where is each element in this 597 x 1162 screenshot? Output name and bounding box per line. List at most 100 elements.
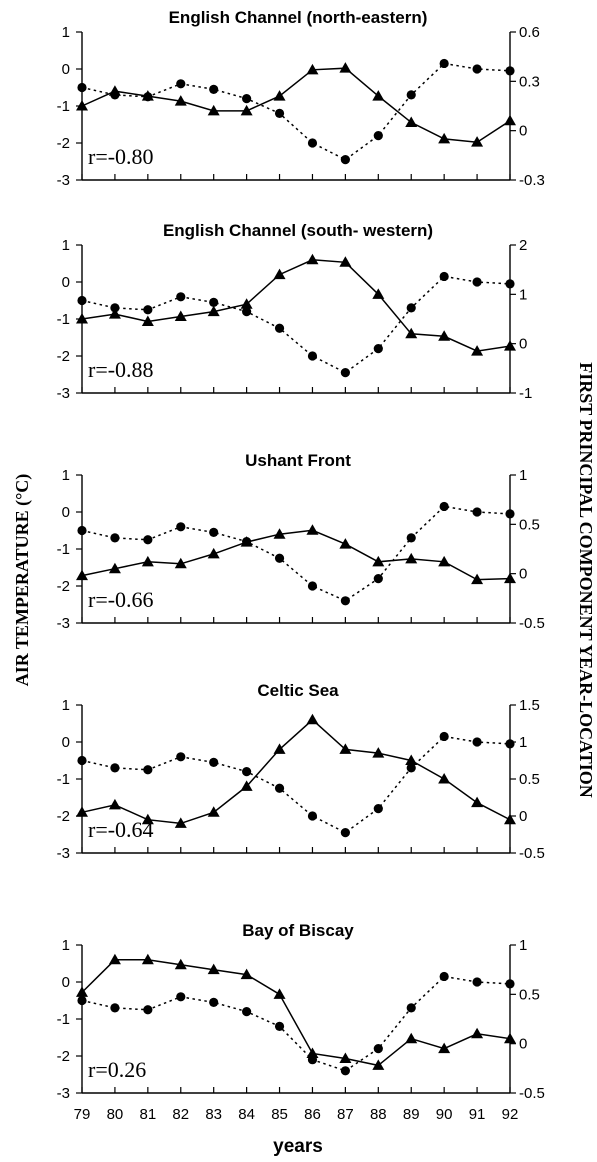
air-temperature-point (77, 295, 87, 306)
x-tick-label: 80 (107, 1106, 124, 1123)
air-temperature-point (373, 574, 383, 584)
principal-component-point (306, 1047, 319, 1059)
panel-title: English Channel (south- western) (163, 221, 433, 240)
air-temperature-point (406, 303, 416, 313)
principal-component-point (372, 90, 385, 101)
x-tick-label: 84 (238, 1106, 255, 1123)
air-temperature-point (406, 533, 416, 543)
principal-component-point (108, 953, 121, 965)
chart-panel-1: 1 0 -1 -2 -3 0.6 0.3 0 -0.3 English Channel (nort… (57, 8, 545, 189)
air-temperature-point (143, 765, 153, 775)
chart-panel-5: 1 0 -1 -2 -3 1 0.5 0 -0.5 Bay of Biscay r=0.26 79 80… (57, 921, 545, 1123)
principal-component-line (81, 259, 511, 352)
right-tick-label: 0.5 (519, 771, 540, 788)
principal-component-point (339, 256, 352, 267)
principal-component-point (207, 305, 220, 317)
principal-component-point (339, 743, 352, 754)
air-temperature-point (472, 977, 482, 987)
panel-title: English Channel (north-eastern) (169, 8, 428, 27)
principal-component-point (471, 573, 484, 585)
principal-component-point (141, 315, 154, 326)
air-temperature-point (77, 525, 87, 536)
right-tick-label: 0 (519, 336, 527, 353)
left-tick-label: 1 (62, 937, 70, 954)
right-tick-label: 0 (519, 808, 527, 825)
air-temperature-point (340, 368, 350, 378)
principal-component-point (273, 268, 286, 280)
principal-component-point (471, 1027, 484, 1039)
principal-component-point (339, 538, 352, 549)
right-tick-label: 0.5 (519, 516, 540, 533)
air-temperature-point (472, 737, 482, 747)
right-tick-label: 0.5 (519, 986, 540, 1003)
air-temperature-point (242, 767, 252, 777)
principal-component-point (372, 555, 385, 567)
air-temperature-point (209, 297, 219, 307)
principal-component-point (504, 114, 516, 126)
air-temperature-point (505, 979, 515, 989)
right-axis-title: FIRST PRINCIPAL COMPONENT YEAR-LOCATION (576, 362, 596, 798)
principal-component-point (174, 310, 187, 322)
principal-component-point (372, 1059, 385, 1070)
air-temperature-point (274, 108, 285, 118)
left-tick-label: -1 (57, 541, 70, 558)
left-tick-label: 1 (62, 24, 70, 41)
air-temperature-point (242, 1007, 252, 1017)
principal-component-point (240, 298, 253, 309)
air-temperature-point (472, 64, 482, 74)
air-temperature-point (307, 811, 318, 821)
right-tick-label: 1 (519, 937, 527, 954)
right-tick-label: 1 (519, 734, 527, 751)
air-temperature-point (176, 292, 186, 302)
air-temperature-point (176, 752, 186, 762)
principal-component-point (207, 806, 220, 817)
principal-component-point (306, 253, 319, 265)
air-temperature-point (439, 501, 449, 512)
air-temperature-point (209, 997, 219, 1007)
air-temperature-point (209, 757, 219, 767)
air-temperature-point (110, 1003, 120, 1013)
air-temperature-point (242, 94, 252, 104)
right-tick-label: 0.6 (519, 24, 540, 41)
air-temperature-point (176, 992, 186, 1002)
principal-component-point (405, 552, 418, 564)
principal-component-point (438, 330, 451, 341)
air-temperature-point (274, 553, 285, 563)
principal-component-point (438, 1042, 451, 1054)
left-tick-label: -3 (57, 615, 70, 632)
principal-component-point (141, 953, 154, 965)
principal-component-point (108, 562, 121, 574)
principal-component-point (240, 968, 253, 980)
panel-title: Bay of Biscay (242, 921, 354, 940)
principal-component-line (81, 67, 511, 143)
x-tick-label: 79 (74, 1106, 91, 1123)
principal-component-point (273, 988, 286, 999)
principal-component-point (273, 743, 286, 754)
air-temperature-point (176, 522, 186, 532)
air-temperature-point (406, 90, 416, 100)
air-temperature-point (406, 1003, 416, 1013)
principal-component-point (207, 963, 220, 975)
principal-component-point (240, 780, 253, 791)
left-tick-label: 1 (62, 467, 70, 484)
principal-component-point (76, 569, 88, 581)
chart-panel-2: 1 0 -1 -2 -3 2 1 0 -1 English Channel (south- wes… (57, 221, 533, 402)
air-temperature-point (472, 507, 482, 517)
principal-component-point (76, 313, 88, 324)
air-temperature-point (143, 535, 153, 545)
correlation-label: r=-0.66 (88, 587, 154, 612)
principal-component-point (76, 986, 88, 997)
x-tick-label: 82 (172, 1106, 189, 1123)
air-temperature-point (373, 1044, 383, 1054)
right-tick-label: -0.3 (519, 172, 545, 189)
air-temperature-point (472, 277, 482, 287)
chart-panel-3: 1 0 -1 -2 -3 1 0.5 0 -0.5 Ushant Front r=-0.66 (57, 451, 545, 632)
air-temperature-line (81, 735, 511, 834)
principal-component-point (438, 555, 451, 567)
air-temperature-point (143, 1005, 153, 1015)
air-temperature-point (77, 755, 87, 766)
air-temperature-point (340, 155, 350, 165)
correlation-label: r=0.26 (88, 1057, 146, 1082)
principal-component-line (81, 959, 511, 1067)
left-tick-label: -3 (57, 172, 70, 189)
